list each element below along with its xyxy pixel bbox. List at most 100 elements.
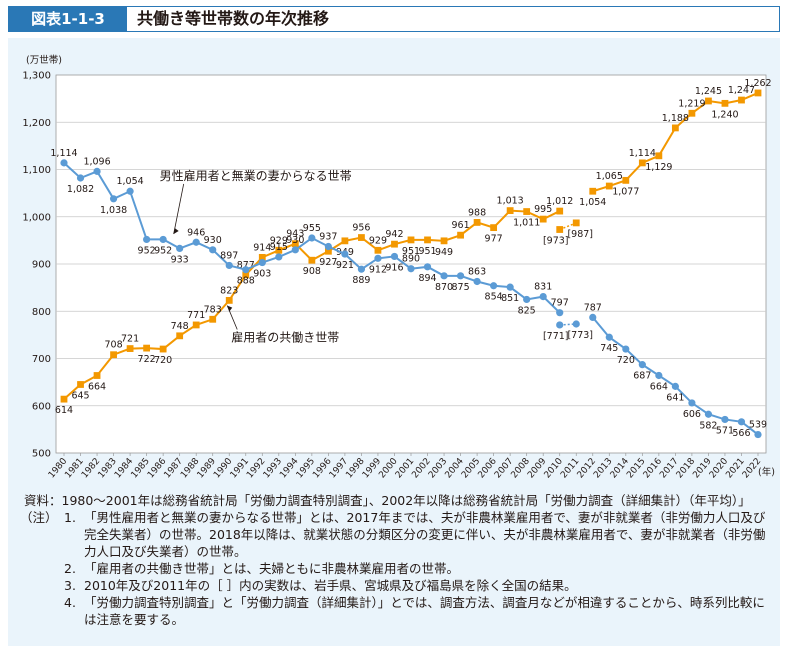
y-tick-label: 800: [32, 307, 51, 318]
note-item-3: 3. 2010年及び2011年の［ ］内の実数は、岩手県、宮城県及び福島県を除く…: [24, 577, 776, 594]
blue-bracket-label: [771]: [543, 331, 569, 342]
orange-data-label: 1,011: [513, 218, 540, 229]
blue-series-point: [655, 371, 663, 380]
blue-data-label: 851: [501, 293, 519, 304]
orange-series-point: [424, 236, 431, 244]
orange-bracket-point: [556, 226, 564, 233]
blue-data-label: 1,038: [100, 205, 127, 216]
blue-data-label: 952: [154, 245, 172, 256]
orange-data-label: 943: [286, 229, 304, 240]
orange-data-label: 951: [418, 246, 436, 257]
note-text: 「男性雇用者と無業の妻からなる世帯」とは、2017年までは、夫が非農林業雇用者で…: [84, 510, 766, 559]
blue-bracket-label: [773]: [567, 330, 593, 341]
orange-series-point: [705, 97, 712, 105]
blue-data-label: 888: [237, 276, 255, 287]
figure-header: 図表1-1-3 共働き等世帯数の年次推移: [8, 6, 780, 32]
y-tick-label: 1,300: [22, 71, 51, 82]
blue-series-point: [490, 282, 498, 290]
blue-series-point: [622, 345, 630, 353]
orange-data-label: 721: [121, 334, 139, 345]
orange-data-label: 1,219: [678, 98, 705, 109]
orange-data-label: 1,240: [711, 109, 738, 120]
orange-series-point: [539, 215, 547, 223]
blue-data-label: 831: [534, 282, 552, 293]
blue-bracket-point: [556, 321, 564, 329]
orange-series-point: [258, 253, 266, 261]
orange-data-label: 877: [237, 260, 255, 271]
blue-series-point: [357, 265, 366, 273]
blue-data-label: 797: [551, 298, 569, 309]
orange-data-label: 783: [204, 304, 222, 315]
blue-series-point: [605, 333, 613, 341]
y-tick-label: 600: [32, 401, 51, 412]
y-tick-label: 700: [32, 354, 51, 365]
orange-series-point: [407, 236, 415, 244]
orange-bracket-point: [572, 219, 580, 227]
blue-series-point: [209, 246, 217, 254]
orange-data-label: 1,013: [497, 196, 524, 207]
orange-series-point: [605, 182, 613, 190]
note-num: 4.: [64, 595, 76, 610]
orange-data-label: 914: [253, 242, 271, 253]
blue-series-point: [473, 277, 481, 286]
blue-data-label: 1,096: [83, 156, 110, 167]
orange-data-label: 1,188: [662, 113, 689, 124]
blue-data-label: 641: [666, 392, 684, 403]
blue-series-point: [308, 234, 316, 242]
note-text: 2010年及び2011年の［ ］内の実数は、岩手県、宮城県及び福島県を除く全国の…: [84, 578, 577, 593]
blue-data-label: 1,114: [50, 148, 77, 159]
blue-data-label: 875: [452, 282, 470, 293]
orange-data-label: 1,114: [629, 148, 656, 159]
orange-series-point: [622, 176, 630, 184]
y-tick-label: 500: [32, 449, 51, 460]
blue-series-point: [192, 238, 200, 246]
orange-series-point: [159, 345, 167, 353]
orange-data-label: 927: [319, 257, 337, 268]
orange-series-point: [77, 381, 84, 388]
blue-series-point: [109, 195, 118, 203]
note-num: 3.: [64, 578, 76, 593]
orange-data-label: 708: [105, 340, 123, 351]
orange-data-label: 977: [485, 234, 503, 245]
blue-data-label: 930: [286, 235, 304, 246]
chart-container: 500 600 700 800 900 1,000 1,100 1,200 1,300 (万世帯)…: [8, 48, 780, 480]
blue-series-point: [390, 252, 399, 261]
orange-series-point: [523, 208, 531, 215]
legend-orange-arrow: [227, 305, 233, 312]
blue-series-point: [737, 418, 746, 426]
orange-series-point: [655, 152, 663, 160]
legend-blue-leader: [173, 183, 185, 235]
x-axis-label: (年): [758, 466, 775, 478]
blue-series-point: [258, 258, 266, 267]
orange-series-point: [60, 395, 68, 403]
line-chart: 500 600 700 800 900 1,000 1,100 1,200 1,300 (万世帯)…: [22, 54, 775, 480]
orange-data-label: 956: [352, 223, 370, 234]
legend-orange-series: 雇用者の共働き世帯: [231, 329, 339, 344]
blue-data-label: 1,082: [67, 184, 94, 195]
orange-series-point: [275, 246, 283, 254]
note-text: 「労働力調査特別調査」と「労働力調査（詳細集計）」とでは、調査方法、調査月などが…: [84, 595, 765, 627]
orange-data-label: 664: [88, 382, 106, 393]
blue-data-label: 946: [187, 227, 205, 238]
orange-series-point: [506, 207, 514, 215]
blue-data-label: 825: [518, 305, 536, 316]
blue-data-label: 787: [584, 302, 602, 313]
blue-series-point: [126, 187, 134, 195]
orange-data-label: 720: [154, 355, 172, 366]
orange-data-label: 1,262: [744, 78, 771, 89]
blue-series-point: [143, 235, 151, 244]
blue-data-label: 937: [319, 232, 337, 243]
blue-series-point: [76, 174, 85, 182]
orange-series-point: [110, 351, 117, 359]
y-tick-label: 900: [32, 260, 51, 271]
note-item-1: （注） 1. 「男性雇用者と無業の妻からなる世帯」とは、2017年までは、夫が非…: [20, 509, 776, 560]
blue-series-point: [341, 250, 349, 258]
orange-series-point: [192, 321, 200, 329]
orange-series-point: [225, 296, 233, 304]
orange-data-label: 951: [402, 246, 420, 257]
blue-data-label: 915: [270, 242, 288, 253]
blue-series-point: [423, 263, 432, 271]
orange-series-point: [324, 247, 332, 255]
y-axis-label: (万世帯): [26, 54, 62, 66]
blue-data-label: 664: [650, 382, 668, 393]
